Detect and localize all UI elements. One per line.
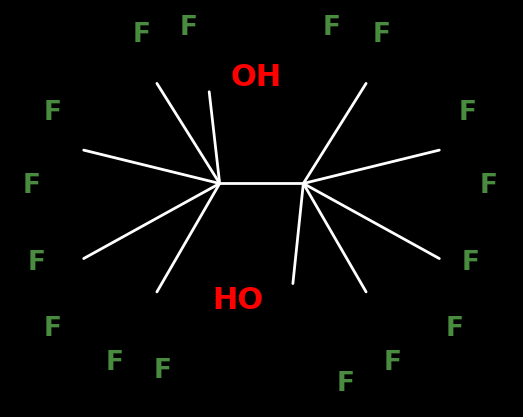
Text: F: F: [323, 15, 341, 41]
Text: F: F: [22, 173, 40, 198]
Text: F: F: [459, 100, 477, 126]
Text: F: F: [373, 23, 391, 48]
Text: F: F: [383, 350, 401, 376]
Text: F: F: [480, 173, 498, 198]
Text: F: F: [28, 250, 46, 276]
Text: F: F: [336, 371, 354, 397]
Text: F: F: [43, 317, 61, 342]
Text: F: F: [43, 100, 61, 126]
Text: F: F: [462, 250, 480, 276]
Text: F: F: [179, 15, 197, 41]
Text: F: F: [153, 358, 171, 384]
Text: F: F: [446, 317, 464, 342]
Text: F: F: [132, 23, 150, 48]
Text: HO: HO: [212, 286, 264, 315]
Text: F: F: [106, 350, 124, 376]
Text: OH: OH: [231, 63, 282, 92]
